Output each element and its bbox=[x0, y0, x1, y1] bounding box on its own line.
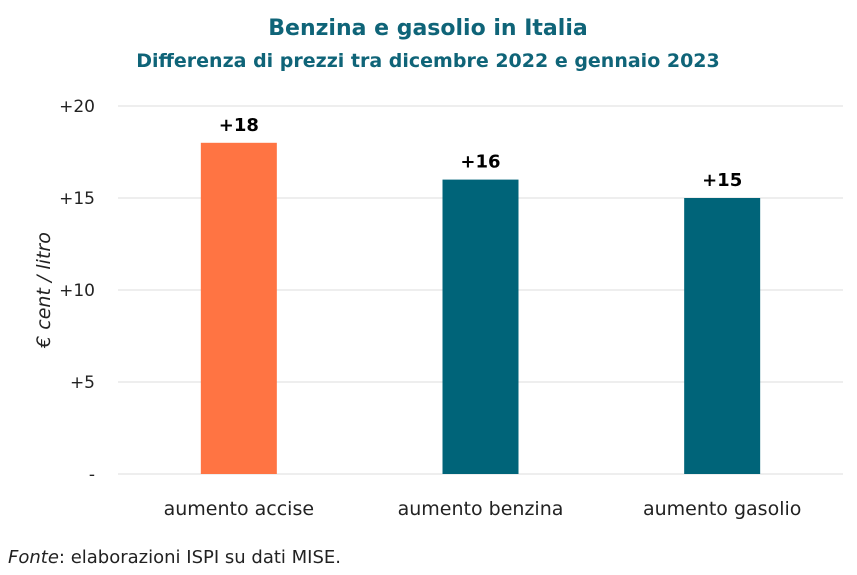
source-note: Fonte: elaborazioni ISPI su dati MISE. bbox=[8, 547, 341, 568]
data-label-1: +18 bbox=[219, 115, 259, 136]
y-tick-label: - bbox=[89, 465, 95, 485]
y-tick-label: +5 bbox=[70, 373, 95, 393]
source-text: : elaborazioni ISPI su dati MISE. bbox=[59, 547, 341, 568]
category-label-1: aumento accise bbox=[164, 498, 314, 520]
y-tick-label: +20 bbox=[59, 97, 95, 117]
bar-2 bbox=[442, 179, 519, 474]
category-labels: aumento accise aumento benzina aumento gas… bbox=[164, 498, 802, 520]
y-axis-label: € cent / litro bbox=[33, 232, 55, 349]
category-label-3: aumento gasolio bbox=[643, 498, 801, 520]
data-labels: +18 +16 +15 bbox=[219, 115, 742, 191]
chart-subtitle: Differenza di prezzi tra dicembre 2022 e… bbox=[136, 50, 720, 72]
chart-title: Benzina e gasolio in Italia bbox=[268, 16, 587, 41]
source-label: Fonte bbox=[8, 547, 59, 568]
bar-1 bbox=[200, 142, 277, 475]
bar-3 bbox=[684, 198, 761, 474]
y-tick-label: +15 bbox=[59, 189, 95, 209]
category-label-2: aumento benzina bbox=[398, 498, 564, 520]
y-axis-ticks: - +5 +10 +15 +20 bbox=[59, 97, 95, 485]
bars bbox=[200, 142, 761, 475]
y-tick-label: +10 bbox=[59, 281, 95, 301]
data-label-3: +15 bbox=[702, 170, 742, 191]
data-label-2: +16 bbox=[460, 152, 500, 173]
